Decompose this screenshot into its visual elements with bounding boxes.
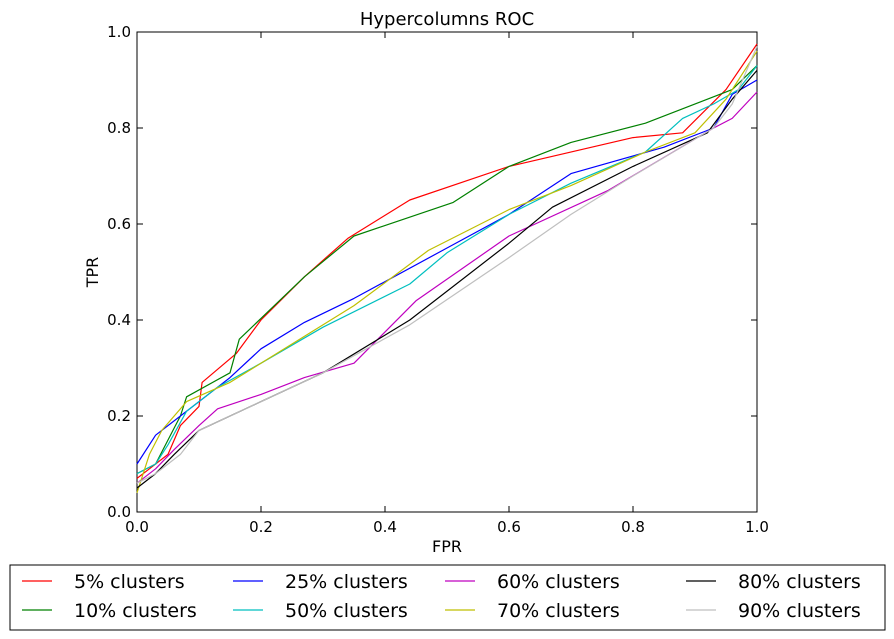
- y-tick-label-1: 0.2: [107, 407, 131, 425]
- x-tick-label-2: 0.4: [373, 518, 397, 536]
- plot-frame: [136, 31, 758, 513]
- y-tick-label-2: 0.4: [107, 311, 131, 329]
- y-axis-label: TPR: [83, 257, 102, 289]
- x-tick-label-5: 1.0: [745, 518, 769, 536]
- series-line-2: [136, 79, 758, 465]
- x-tick-label-3: 0.6: [497, 518, 521, 536]
- legend-label-4: 60% clusters: [497, 571, 620, 593]
- series-line-3: [136, 65, 758, 475]
- y-tick-label-3: 0.6: [107, 215, 131, 233]
- ticks-layer: 0.0 0.2 0.4 0.6 0.8 1.0 0.0 0.2 0.4 0.6 0.8 1.0: [107, 23, 769, 536]
- legend-label-6: 80% clusters: [738, 571, 861, 593]
- legend-label-2: 25% clusters: [285, 571, 408, 593]
- x-tick-label-4: 0.8: [621, 518, 645, 536]
- legend-label-5: 70% clusters: [497, 600, 620, 622]
- series-line-4: [136, 91, 758, 484]
- x-tick-label-0: 0.0: [125, 518, 149, 536]
- legend-label-7: 90% clusters: [738, 600, 861, 622]
- series-layer: [136, 43, 758, 493]
- y-tick-label-4: 0.8: [107, 119, 131, 137]
- series-line-6: [136, 70, 758, 489]
- series-line-0: [136, 43, 758, 479]
- legend-entries: 5% clusters 10% clusters 25% clusters 50% c…: [22, 571, 861, 622]
- legend-label-0: 5% clusters: [74, 571, 185, 593]
- legend-label-3: 50% clusters: [285, 600, 408, 622]
- series-line-5: [136, 50, 758, 493]
- series-line-1: [136, 65, 758, 475]
- y-tick-label-5: 1.0: [107, 23, 131, 41]
- x-axis-label: FPR: [432, 537, 462, 556]
- series-line-7: [136, 46, 758, 484]
- legend-label-1: 10% clusters: [74, 600, 197, 622]
- chart-title: Hypercolumns ROC: [360, 9, 534, 30]
- y-tick-label-0: 0.0: [107, 503, 131, 521]
- legend: [9, 564, 886, 631]
- x-tick-label-1: 0.2: [249, 518, 273, 536]
